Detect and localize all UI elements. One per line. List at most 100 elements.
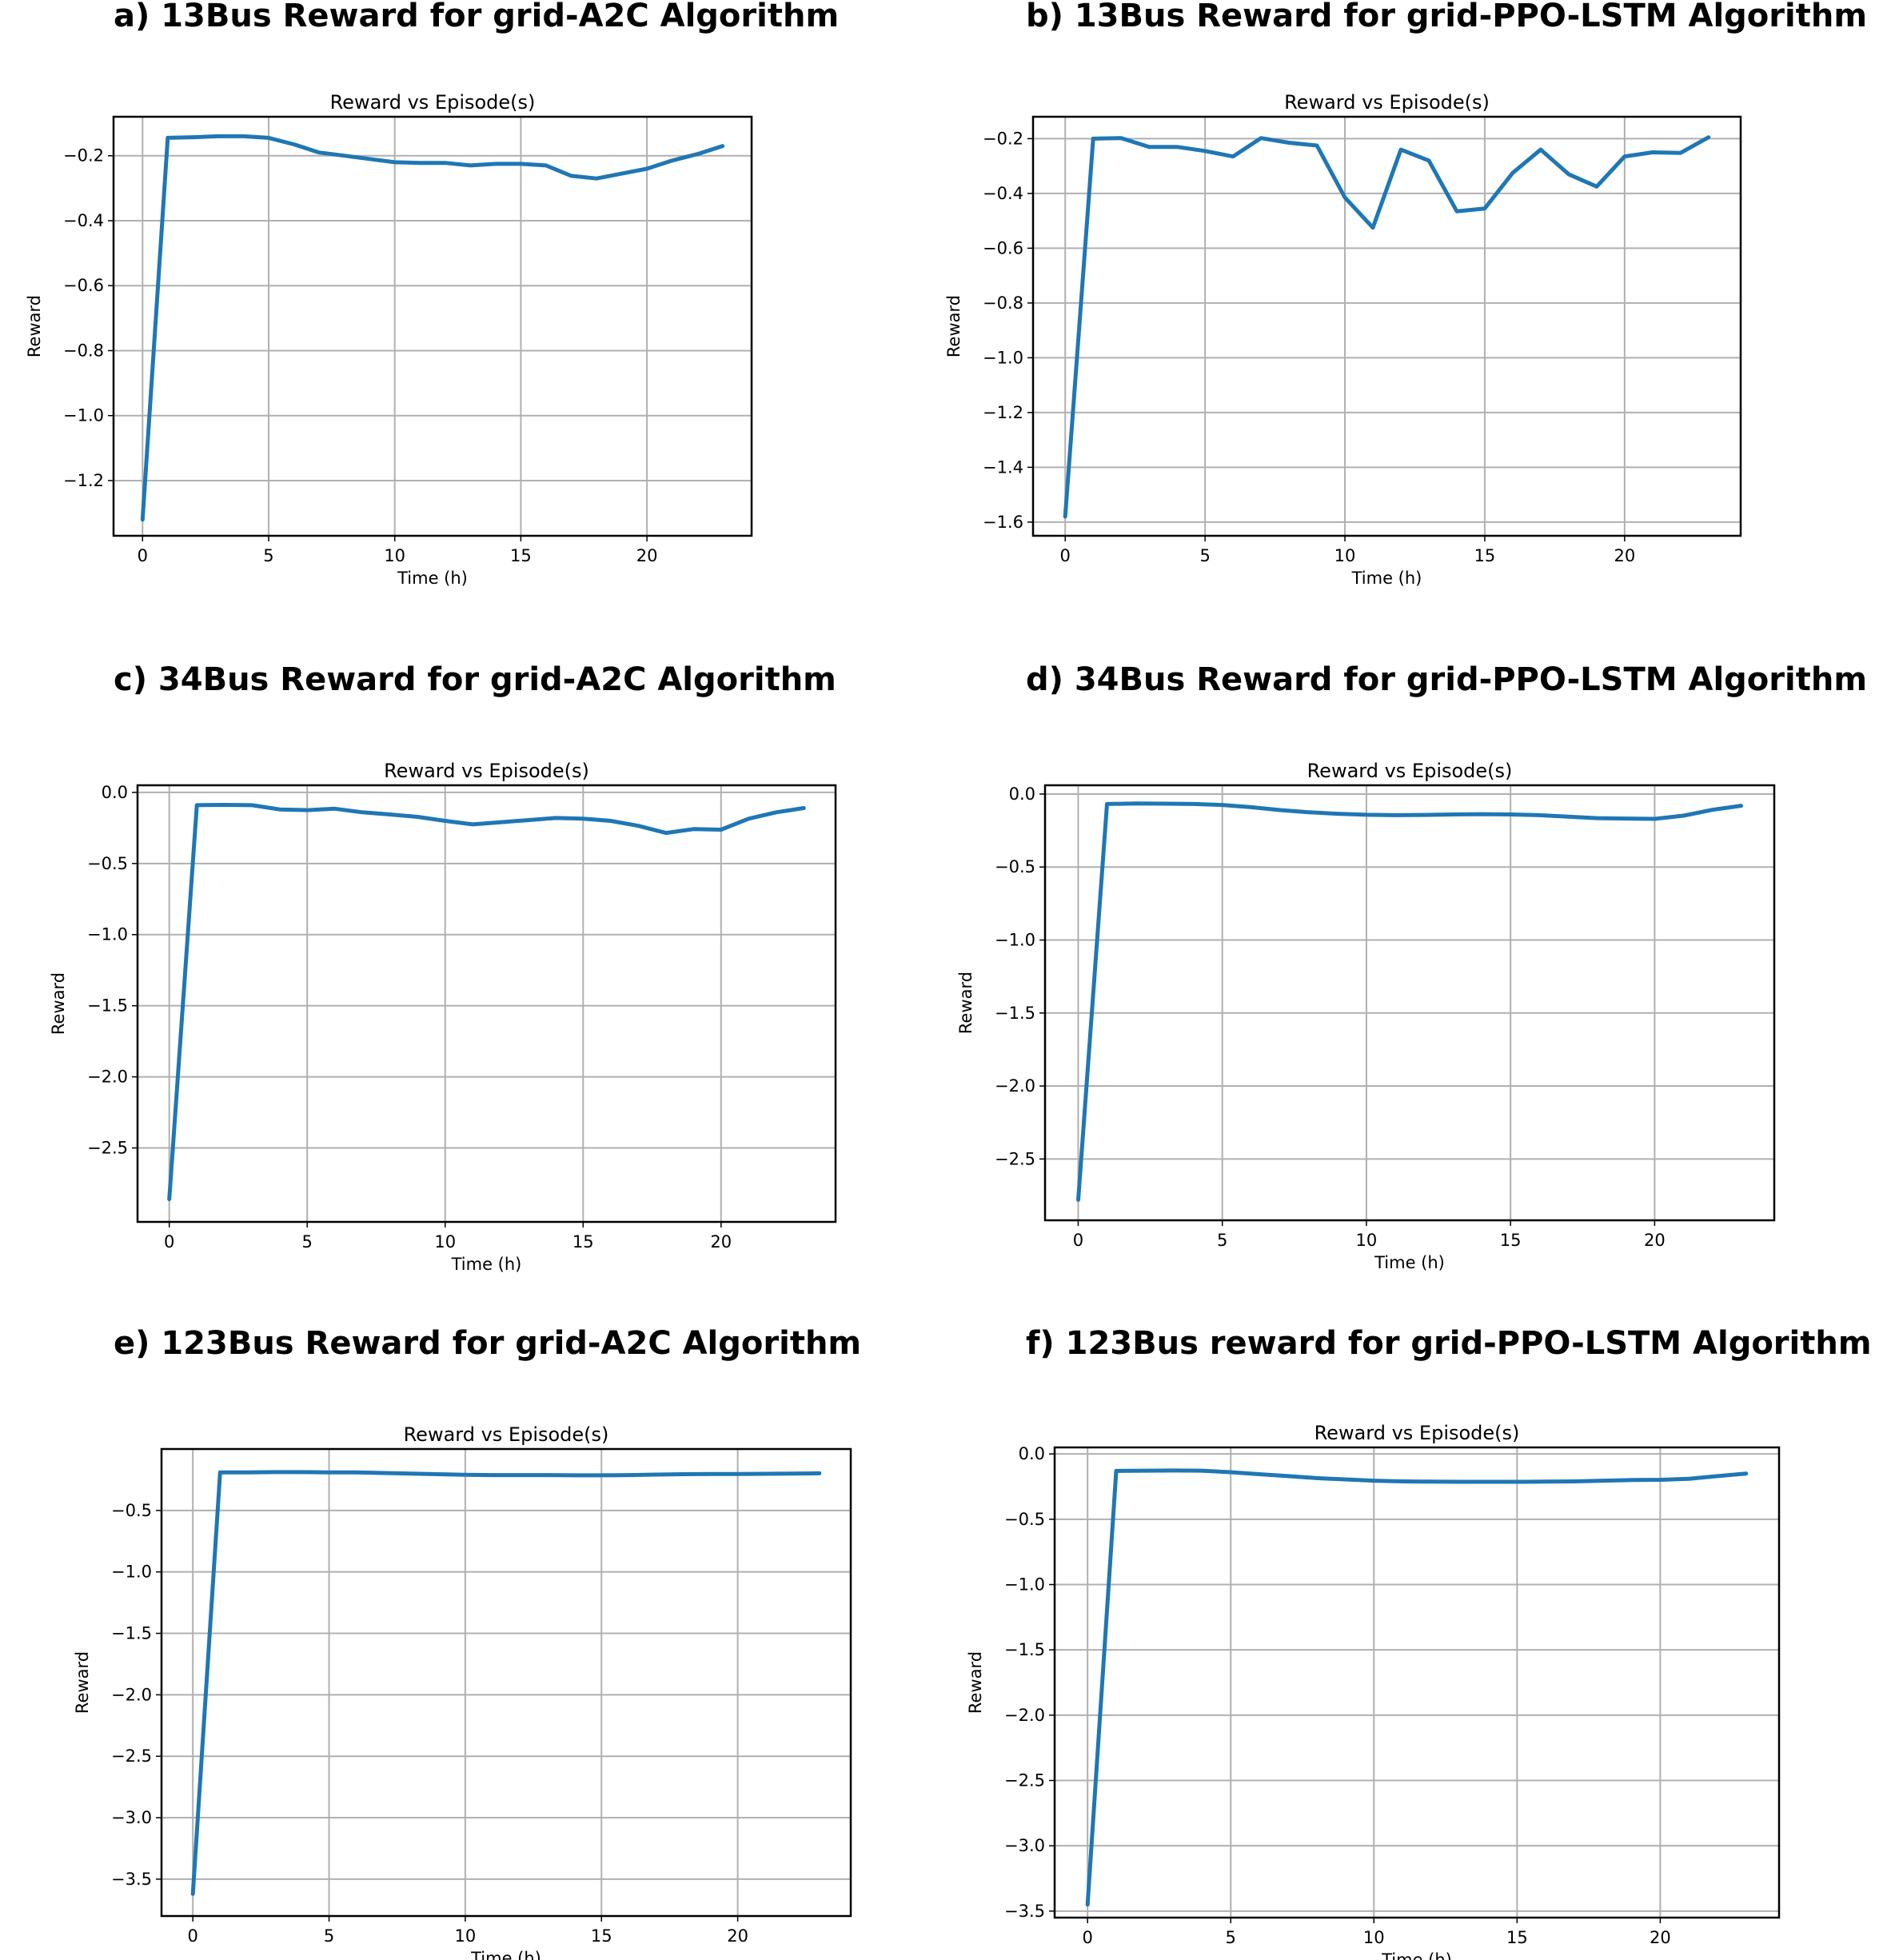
chart-heading-b: b) 13Bus Reward for grid-PPO-LSTM Algori… [1026, 0, 1867, 34]
x-tick-label: 10 [1363, 1928, 1385, 1947]
x-tick-label: 5 [1226, 1928, 1236, 1947]
plot-title-f: Reward vs Episode(s) [1315, 1422, 1520, 1444]
chart-heading-c: c) 34Bus Reward for grid-A2C Algorithm [114, 661, 836, 698]
plot-frame [112, 115, 753, 537]
y-tick-label: −3.0 [111, 1808, 152, 1827]
x-tick-label: 10 [1356, 1231, 1378, 1250]
chart-heading-d: d) 34Bus Reward for grid-PPO-LSTM Algori… [1026, 661, 1867, 698]
x-tick-label: 15 [1500, 1231, 1522, 1250]
y-tick-label: −2.0 [1004, 1706, 1045, 1725]
y-tick-label: −0.5 [1004, 1510, 1045, 1529]
chart-panel-d: d) 34Bus Reward for grid-PPO-LSTM Algori… [948, 664, 1895, 1287]
y-tick-label: −1.2 [983, 403, 1023, 422]
x-tick-label: 10 [1334, 546, 1356, 565]
x-tick-label: 15 [1474, 546, 1496, 565]
series-line-f [1085, 1468, 1749, 1907]
x-tick-label: 5 [1217, 1231, 1227, 1250]
y-tick-label: 0.0 [102, 783, 128, 802]
x-tick-label: 10 [434, 1232, 456, 1251]
series-line-b [1063, 135, 1711, 519]
line-chart-e: 0 5 10 15 20 −0.5 −1.0 −1.5 −2.0 −2.5 −3.0 −3.5 Rewa… [73, 1423, 852, 1960]
line-chart-a: 0 5 10 15 20 −0.2 −0.4 −0.6 −0.8 −1.0 −1.2 Reward v… [25, 91, 753, 588]
x-tick-label: 5 [324, 1926, 334, 1946]
y-tick-label: −1.2 [63, 471, 104, 490]
y-tick-label: −1.0 [995, 931, 1035, 950]
line-chart-d: 0 5 10 15 20 0.0 −0.5 −1.0 −1.5 −2.0 −2.5 Reward vs… [956, 760, 1776, 1272]
plot-frame [1053, 1446, 1781, 1919]
chart-panel-b: b) 13Bus Reward for grid-PPO-LSTM Algori… [944, 0, 1895, 624]
y-tick-label: −0.5 [111, 1501, 152, 1520]
plot-title-e: Reward vs Episode(s) [404, 1423, 609, 1446]
y-tick-label: −2.0 [111, 1685, 152, 1704]
y-axis-label-f: Reward [966, 1651, 985, 1714]
x-axis-label-e: Time (h) [470, 1949, 541, 1960]
y-tick-label: −3.0 [1004, 1836, 1045, 1855]
y-tick-label: −1.6 [983, 513, 1023, 532]
plot-frame [1031, 115, 1742, 537]
x-tick-label: 15 [1506, 1928, 1528, 1947]
y-axis-label-e: Reward [73, 1651, 92, 1714]
x-tick-label: 10 [384, 546, 405, 565]
y-tick-label: −0.5 [995, 857, 1035, 876]
y-tick-label: −1.5 [111, 1624, 152, 1643]
y-tick-label: −3.5 [1004, 1902, 1045, 1921]
x-tick-label: 20 [1650, 1928, 1671, 1947]
x-tick-label: 5 [263, 546, 273, 565]
x-axis-label-b: Time (h) [1351, 569, 1422, 588]
x-tick-label: 20 [1614, 546, 1635, 565]
y-tick-label: −0.2 [983, 129, 1023, 148]
y-tick-label: −1.4 [983, 457, 1023, 477]
chart-panel-a: a) 13Bus Reward for grid-A2C Algorithm 0… [24, 0, 928, 624]
x-tick-label: 15 [510, 546, 532, 565]
y-tick-label: −0.4 [983, 184, 1023, 203]
plot-title-d: Reward vs Episode(s) [1307, 760, 1513, 782]
y-axis-label-a: Reward [25, 295, 44, 357]
series-line-a [140, 134, 725, 522]
x-tick-label: 0 [1082, 1928, 1092, 1947]
y-axis-label-c: Reward [49, 972, 68, 1035]
x-axis-label-d: Time (h) [1374, 1253, 1445, 1272]
x-tick-label: 20 [710, 1232, 732, 1251]
y-tick-label: −0.5 [87, 854, 128, 873]
x-tick-label: 0 [164, 1232, 174, 1251]
x-tick-label: 0 [1073, 1231, 1083, 1250]
y-axis-label-d: Reward [956, 972, 975, 1034]
line-chart-f: 0 5 10 15 20 0.0 −0.5 −1.0 −1.5 −2.0 −2.5 −3.0 −3.5 R… [966, 1422, 1781, 1960]
y-tick-label: −0.8 [983, 293, 1023, 313]
x-tick-label: 0 [187, 1926, 197, 1946]
plot-frame [136, 784, 837, 1224]
x-tick-label: 20 [636, 546, 658, 565]
chart-panel-c: c) 34Bus Reward for grid-A2C Algorithm 0… [24, 664, 928, 1287]
x-tick-label: 10 [455, 1926, 477, 1946]
plot-frame [160, 1447, 852, 1918]
x-tick-label: 5 [302, 1232, 313, 1251]
x-tick-label: 20 [1644, 1231, 1666, 1250]
y-tick-label: −1.0 [63, 406, 104, 425]
y-tick-label: −1.0 [87, 925, 128, 944]
y-axis-label-b: Reward [944, 295, 963, 357]
y-tick-label: −1.0 [1004, 1575, 1045, 1595]
chart-heading-e: e) 123Bus Reward for grid-A2C Algorithm [114, 1325, 862, 1362]
y-tick-label: −2.5 [87, 1139, 128, 1158]
chart-panel-e: e) 123Bus Reward for grid-A2C Algorithm … [24, 1327, 928, 1960]
chart-panel-f: f) 123Bus reward for grid-PPO-LSTM Algor… [948, 1327, 1895, 1960]
y-tick-label: −1.5 [87, 996, 128, 1016]
y-tick-label: −2.0 [87, 1068, 128, 1087]
y-tick-label: −0.8 [63, 341, 104, 360]
plot-title-a: Reward vs Episode(s) [330, 91, 536, 114]
y-tick-label: −0.6 [63, 276, 104, 295]
plot-frame [1043, 784, 1776, 1222]
chart-heading-f: f) 123Bus reward for grid-PPO-LSTM Algor… [1026, 1325, 1872, 1362]
x-tick-label: 15 [572, 1232, 594, 1251]
y-tick-label: −3.5 [111, 1870, 152, 1889]
x-tick-label: 15 [591, 1926, 612, 1946]
y-tick-label: 0.0 [1009, 784, 1035, 804]
x-tick-label: 20 [727, 1926, 748, 1946]
y-tick-label: −0.2 [63, 146, 104, 166]
x-axis-label-f: Time (h) [1381, 1950, 1452, 1960]
y-tick-label: −1.5 [995, 1004, 1035, 1023]
y-tick-label: −0.6 [983, 238, 1023, 257]
y-tick-label: −1.5 [1004, 1640, 1045, 1659]
y-tick-label: −0.4 [63, 211, 104, 230]
chart-heading-a: a) 13Bus Reward for grid-A2C Algorithm [114, 0, 840, 34]
